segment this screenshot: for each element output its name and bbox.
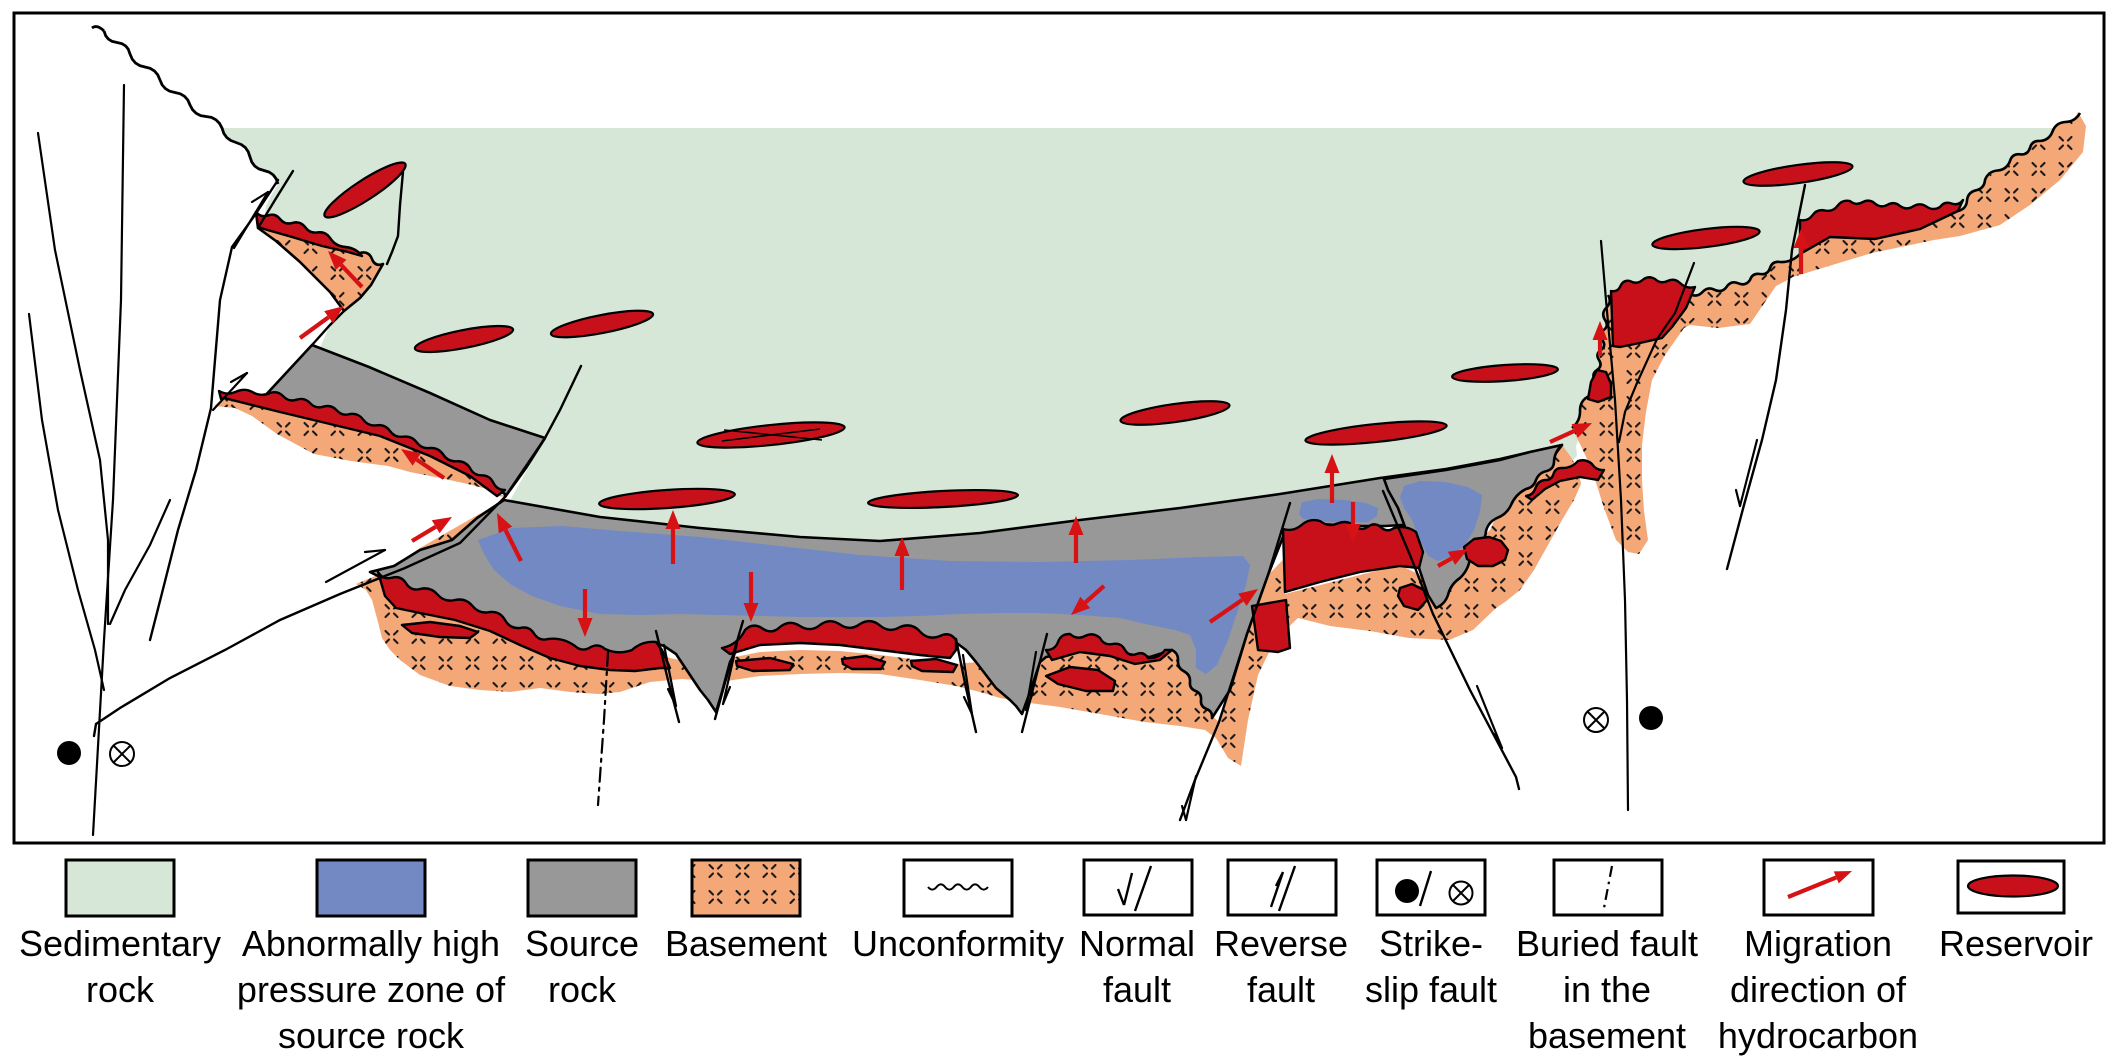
svg-text:fault: fault [1247,969,1315,1010]
svg-text:rock: rock [86,969,155,1010]
svg-text:Migration: Migration [1744,923,1892,964]
svg-text:in the: in the [1563,969,1651,1010]
svg-text:Sedimentary: Sedimentary [19,923,221,964]
svg-text:Unconformity: Unconformity [852,923,1064,964]
svg-text:Abnormally high: Abnormally high [242,923,500,964]
svg-text:slip fault: slip fault [1365,969,1497,1010]
svg-text:source rock: source rock [278,1015,465,1056]
svg-text:Reservoir: Reservoir [1939,923,2093,964]
svg-text:fault: fault [1103,969,1171,1010]
svg-text:Strike-: Strike- [1379,923,1483,964]
svg-text:Buried fault: Buried fault [1516,923,1698,964]
svg-text:rock: rock [548,969,617,1010]
svg-text:direction of: direction of [1730,969,1907,1010]
svg-text:basement: basement [1528,1015,1686,1056]
svg-text:hydrocarbon: hydrocarbon [1718,1015,1918,1056]
svg-text:Normal: Normal [1079,923,1195,964]
svg-text:Basement: Basement [665,923,827,964]
svg-text:Reverse: Reverse [1214,923,1348,964]
svg-text:pressure zone of: pressure zone of [237,969,506,1010]
svg-text:Source: Source [525,923,639,964]
